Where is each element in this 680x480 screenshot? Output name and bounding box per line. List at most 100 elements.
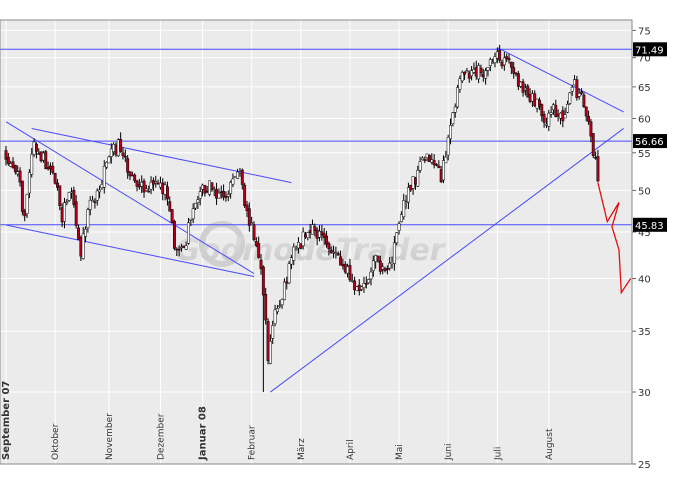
x-month-label: Oktober bbox=[51, 423, 61, 460]
candle-body bbox=[217, 192, 221, 199]
x-month-label: Januar 08 bbox=[198, 406, 209, 461]
candle-body bbox=[6, 156, 10, 164]
candle-body bbox=[182, 245, 186, 248]
x-month-label: Juli bbox=[493, 447, 503, 461]
trendline bbox=[5, 224, 255, 278]
candle-body bbox=[341, 264, 345, 267]
candle-body bbox=[198, 191, 202, 199]
y-tick-label: 25 bbox=[638, 460, 651, 471]
candle-body bbox=[147, 190, 151, 193]
y-tick-label: 35 bbox=[638, 327, 651, 338]
x-month-label: Mai bbox=[395, 444, 405, 460]
candle-body bbox=[346, 266, 350, 274]
candle-body bbox=[231, 178, 235, 185]
candle-body bbox=[498, 49, 502, 61]
candle-body bbox=[306, 232, 310, 239]
candle-body bbox=[484, 70, 488, 79]
candle-body bbox=[252, 224, 256, 240]
candle-body bbox=[121, 152, 125, 157]
y-tick-label: 75 bbox=[638, 26, 651, 37]
candle-body bbox=[208, 180, 211, 195]
candle-body bbox=[596, 156, 600, 182]
candle-body bbox=[313, 226, 317, 231]
candle-body bbox=[430, 159, 434, 163]
candle-body bbox=[105, 162, 109, 168]
candle-body bbox=[505, 56, 509, 60]
candle-body bbox=[222, 190, 226, 198]
candle-body bbox=[275, 308, 279, 312]
candle-body bbox=[467, 72, 471, 79]
candle-body bbox=[519, 81, 523, 87]
candle-body bbox=[4, 150, 8, 160]
candle-body bbox=[376, 255, 380, 262]
candle-body bbox=[46, 167, 50, 170]
y-tick-label: 45 bbox=[638, 228, 651, 239]
candle-body bbox=[526, 85, 530, 98]
candle-body bbox=[102, 166, 106, 188]
candle-body bbox=[453, 106, 457, 113]
candle-body bbox=[294, 248, 298, 251]
candle-body bbox=[93, 201, 97, 203]
candle-body bbox=[470, 70, 474, 77]
trendline bbox=[497, 47, 624, 113]
candle-body bbox=[552, 104, 555, 111]
candle-body bbox=[446, 137, 450, 156]
candle-body bbox=[533, 93, 537, 107]
candle-body bbox=[304, 234, 307, 238]
candle-body bbox=[563, 114, 567, 119]
y-tick-label: 60 bbox=[638, 114, 651, 125]
watermark-text: GodmodeTrader bbox=[175, 233, 446, 268]
candle-body bbox=[584, 106, 588, 117]
candle-body bbox=[72, 189, 76, 205]
candle-body bbox=[439, 169, 443, 183]
watermark: GodmodeTrader bbox=[175, 221, 447, 268]
candle-body bbox=[271, 325, 275, 339]
candle-body bbox=[109, 148, 113, 157]
candle-body bbox=[362, 283, 366, 288]
level-tag-label: 56.66 bbox=[635, 137, 664, 148]
candle-body bbox=[240, 169, 244, 185]
candle-body bbox=[449, 125, 452, 139]
candle-body bbox=[11, 161, 15, 169]
candle-body bbox=[39, 151, 43, 162]
candle-body bbox=[224, 196, 228, 198]
candle-body bbox=[27, 172, 31, 194]
x-month-label: Dezember bbox=[156, 413, 166, 460]
candle-body bbox=[212, 188, 216, 191]
candle-body bbox=[9, 163, 13, 167]
candle-body bbox=[191, 208, 195, 220]
candle-body bbox=[56, 182, 59, 188]
candle-body bbox=[100, 184, 104, 189]
candle-body bbox=[463, 71, 467, 75]
candle-body bbox=[79, 237, 83, 257]
candle-body bbox=[151, 180, 155, 185]
candle-body bbox=[285, 281, 289, 284]
candle-body bbox=[205, 190, 209, 193]
candle-body bbox=[458, 78, 462, 90]
candle-body bbox=[404, 201, 408, 203]
y-tick-label: 70 bbox=[638, 54, 651, 65]
candle-body bbox=[320, 231, 324, 236]
candle-body bbox=[442, 160, 445, 181]
candle-body bbox=[336, 253, 340, 256]
x-month-label: November bbox=[105, 413, 115, 460]
candle-body bbox=[168, 201, 172, 212]
candle-body bbox=[486, 67, 490, 71]
candle-body bbox=[339, 256, 343, 266]
candle-body bbox=[37, 153, 41, 155]
candle-body bbox=[479, 67, 483, 74]
candle-body bbox=[488, 59, 492, 66]
x-month-label: Februar bbox=[248, 425, 258, 460]
candle-body bbox=[395, 232, 399, 244]
candle-body bbox=[259, 259, 263, 270]
candle-body bbox=[573, 79, 576, 86]
candle-body bbox=[203, 185, 207, 194]
candle-body bbox=[456, 87, 459, 108]
projection-path bbox=[597, 182, 632, 295]
candle-body bbox=[570, 87, 574, 92]
candle-body bbox=[523, 87, 527, 91]
candle-body bbox=[215, 189, 219, 199]
candle-body bbox=[112, 144, 116, 152]
candle-body bbox=[13, 165, 17, 173]
candle-body bbox=[154, 181, 158, 184]
